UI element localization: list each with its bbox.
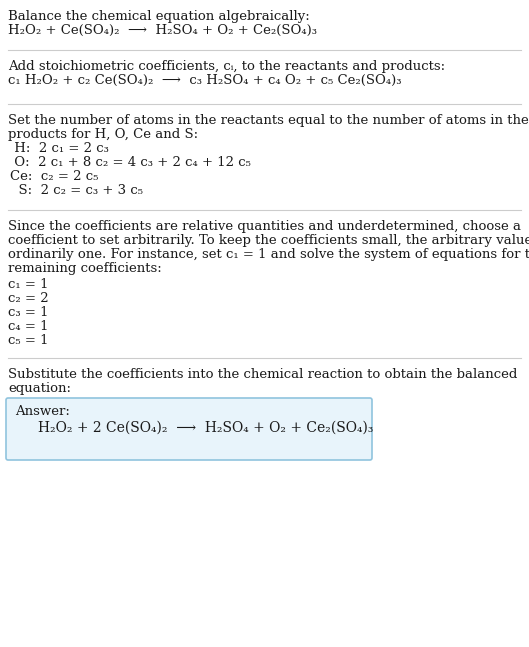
Text: equation:: equation: bbox=[8, 382, 71, 395]
Text: H:  2 c₁ = 2 c₃: H: 2 c₁ = 2 c₃ bbox=[10, 142, 109, 155]
Text: Balance the chemical equation algebraically:: Balance the chemical equation algebraica… bbox=[8, 10, 310, 23]
Text: Ce:  c₂ = 2 c₅: Ce: c₂ = 2 c₅ bbox=[10, 170, 98, 183]
Text: H₂O₂ + Ce(SO₄)₂  ⟶  H₂SO₄ + O₂ + Ce₂(SO₄)₃: H₂O₂ + Ce(SO₄)₂ ⟶ H₂SO₄ + O₂ + Ce₂(SO₄)₃ bbox=[8, 24, 317, 37]
Text: c₂ = 2: c₂ = 2 bbox=[8, 292, 49, 305]
FancyBboxPatch shape bbox=[6, 398, 372, 460]
Text: Set the number of atoms in the reactants equal to the number of atoms in the: Set the number of atoms in the reactants… bbox=[8, 114, 529, 127]
Text: c₅ = 1: c₅ = 1 bbox=[8, 334, 49, 347]
Text: coefficient to set arbitrarily. To keep the coefficients small, the arbitrary va: coefficient to set arbitrarily. To keep … bbox=[8, 234, 529, 247]
Text: Substitute the coefficients into the chemical reaction to obtain the balanced: Substitute the coefficients into the che… bbox=[8, 368, 517, 381]
Text: Answer:: Answer: bbox=[15, 405, 70, 418]
Text: Add stoichiometric coefficients, cᵢ, to the reactants and products:: Add stoichiometric coefficients, cᵢ, to … bbox=[8, 60, 445, 73]
Text: c₃ = 1: c₃ = 1 bbox=[8, 306, 49, 319]
Text: c₄ = 1: c₄ = 1 bbox=[8, 320, 49, 333]
Text: H₂O₂ + 2 Ce(SO₄)₂  ⟶  H₂SO₄ + O₂ + Ce₂(SO₄)₃: H₂O₂ + 2 Ce(SO₄)₂ ⟶ H₂SO₄ + O₂ + Ce₂(SO₄… bbox=[38, 421, 373, 435]
Text: remaining coefficients:: remaining coefficients: bbox=[8, 262, 162, 275]
Text: products for H, O, Ce and S:: products for H, O, Ce and S: bbox=[8, 128, 198, 141]
Text: S:  2 c₂ = c₃ + 3 c₅: S: 2 c₂ = c₃ + 3 c₅ bbox=[10, 184, 143, 197]
Text: ordinarily one. For instance, set c₁ = 1 and solve the system of equations for t: ordinarily one. For instance, set c₁ = 1… bbox=[8, 248, 529, 261]
Text: c₁ = 1: c₁ = 1 bbox=[8, 278, 49, 291]
Text: c₁ H₂O₂ + c₂ Ce(SO₄)₂  ⟶  c₃ H₂SO₄ + c₄ O₂ + c₅ Ce₂(SO₄)₃: c₁ H₂O₂ + c₂ Ce(SO₄)₂ ⟶ c₃ H₂SO₄ + c₄ O₂… bbox=[8, 74, 402, 87]
Text: O:  2 c₁ + 8 c₂ = 4 c₃ + 2 c₄ + 12 c₅: O: 2 c₁ + 8 c₂ = 4 c₃ + 2 c₄ + 12 c₅ bbox=[10, 156, 251, 169]
Text: Since the coefficients are relative quantities and underdetermined, choose a: Since the coefficients are relative quan… bbox=[8, 220, 521, 233]
